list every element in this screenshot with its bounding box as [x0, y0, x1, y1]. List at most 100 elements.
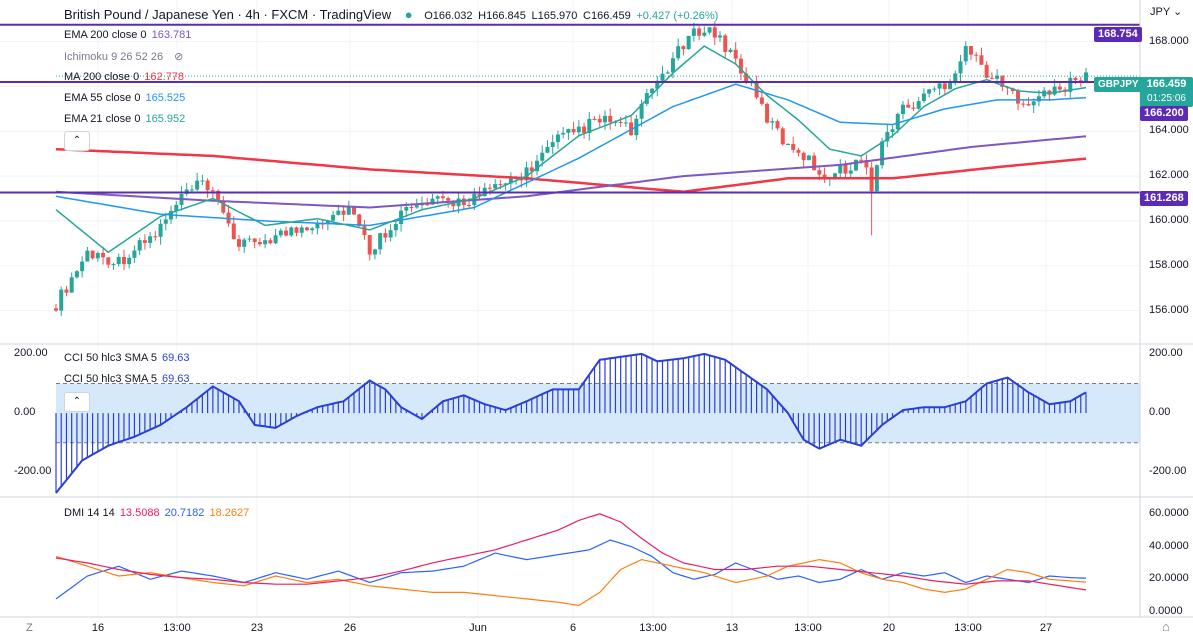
cci-band-fill [56, 383, 1140, 443]
candle-body [1021, 103, 1026, 105]
legend-dmi[interactable]: DMI 14 14 13.5088 20.7182 18.2627 [64, 507, 251, 519]
candle-body [69, 277, 74, 293]
cci-tick-label-right: -200.00 [1149, 465, 1187, 478]
candle-body [1073, 77, 1078, 81]
candle-body [644, 93, 649, 104]
legend-cci-1-value: 69.63 [162, 352, 190, 364]
candle-body [853, 159, 858, 171]
candle-body [1031, 101, 1036, 106]
symbol-title: British Pound / Japanese Yen · 4h · FXCM… [64, 7, 392, 22]
candle-body [618, 121, 623, 123]
cci-tick-label-left: 0.00 [14, 406, 36, 419]
candle-body [550, 142, 555, 147]
candle-body [880, 141, 885, 166]
cci-tick-label-left: 200.00 [14, 346, 48, 359]
candle-body [806, 155, 811, 161]
candle-body [106, 257, 111, 265]
ohlc-low: L165.970 [531, 10, 578, 22]
legend-dmi-name: DMI 14 14 [64, 507, 115, 519]
candle-body [289, 227, 294, 236]
candle-body [252, 238, 257, 243]
candle-body [294, 227, 299, 233]
candle-body [425, 204, 430, 206]
candle-body [1016, 91, 1021, 104]
candle-body [927, 89, 932, 94]
candle-body [602, 115, 607, 123]
timezone-icon[interactable]: Z [26, 622, 33, 634]
candle-body [158, 223, 163, 237]
candle-body [681, 46, 686, 50]
candle-body [268, 240, 273, 244]
candle-body [1036, 96, 1041, 102]
chevron-up-icon: ⌃ [72, 396, 82, 407]
time-tick-label: 13:00 [954, 622, 982, 634]
currency-selector[interactable]: JPY ⌄ [1150, 5, 1182, 18]
candle-body [555, 134, 560, 143]
candle-body [665, 72, 670, 74]
candle-body [885, 131, 890, 142]
level-mid-tag: 166.200 [1140, 106, 1188, 121]
candle-body [1052, 86, 1057, 95]
candle-body [263, 240, 268, 245]
candle-body [242, 239, 247, 247]
legend-dmi-minus: 18.2627 [209, 507, 250, 519]
legend-ema55[interactable]: EMA 55 close 0 165.525 [64, 92, 187, 104]
candle-body [85, 250, 90, 262]
candle-body [984, 64, 989, 78]
time-tick-label: 27 [1039, 622, 1053, 634]
hidden-eye-icon[interactable]: ⊘ [174, 51, 184, 63]
price-tick-label: 162.000 [1149, 169, 1189, 182]
legend-dmi-plus: 20.7182 [164, 507, 205, 519]
indicator-lines [55, 45, 1087, 607]
candle-body [587, 118, 592, 133]
candle-body [487, 187, 492, 189]
candle-body [127, 257, 132, 265]
legend-ema200-value: 163.781 [151, 29, 192, 41]
candle-body [137, 240, 142, 251]
home-icon[interactable]: ⌂ [1162, 619, 1170, 634]
candle-body [414, 205, 419, 208]
candle-body [691, 28, 696, 36]
chevron-down-icon: ⌄ [1169, 6, 1183, 18]
candle-body [304, 227, 309, 231]
candle-body [833, 173, 838, 178]
price-tick-label: 164.000 [1149, 124, 1189, 137]
legend-cci-2[interactable]: CCI 50 hlc3 SMA 5 69.63 [64, 373, 192, 385]
time-tick-label: 13:00 [794, 622, 822, 634]
candle-body [801, 152, 806, 161]
legend-ma200[interactable]: MA 200 close 0 162.778 [64, 71, 186, 83]
candle-body [419, 204, 424, 206]
collapse-cci-legend-button[interactable]: ⌃ [64, 392, 90, 412]
candle-body [163, 219, 168, 224]
grid-lines [0, 0, 1140, 617]
time-tick-label: 6 [569, 622, 577, 634]
candle-body [378, 233, 383, 250]
candle-body [948, 82, 953, 90]
currency-label: JPY [1150, 6, 1170, 18]
candle-body [906, 104, 911, 108]
legend-ema200[interactable]: EMA 200 close 0 163.781 [64, 29, 193, 41]
legend-ema21[interactable]: EMA 21 close 0 165.952 [64, 113, 187, 125]
candle-body [236, 239, 241, 247]
candle-body [963, 46, 968, 62]
legend-dmi-adx: 13.5088 [119, 507, 160, 519]
candle-body [738, 58, 743, 74]
candle-body [331, 214, 336, 221]
candle-body [911, 107, 916, 109]
legend-ema55-name: EMA 55 close 0 [64, 92, 141, 104]
candle-body [989, 77, 994, 79]
candle-body [796, 149, 801, 153]
candle-body [545, 146, 550, 153]
candle-body [467, 205, 472, 207]
ema55-line [55, 83, 1087, 227]
candle-body [623, 122, 628, 124]
legend-cci-1[interactable]: CCI 50 hlc3 SMA 5 69.63 [64, 352, 192, 364]
candle-body [1084, 72, 1088, 82]
price-tick-label: 156.000 [1149, 303, 1189, 316]
collapse-legend-button[interactable]: ⌃ [64, 131, 90, 151]
candle-body [775, 121, 780, 129]
legend-ichimoku[interactable]: Ichimoku 9 26 52 26 ⊘ [64, 50, 185, 63]
candle-body [409, 206, 414, 208]
candle-body [953, 73, 958, 83]
